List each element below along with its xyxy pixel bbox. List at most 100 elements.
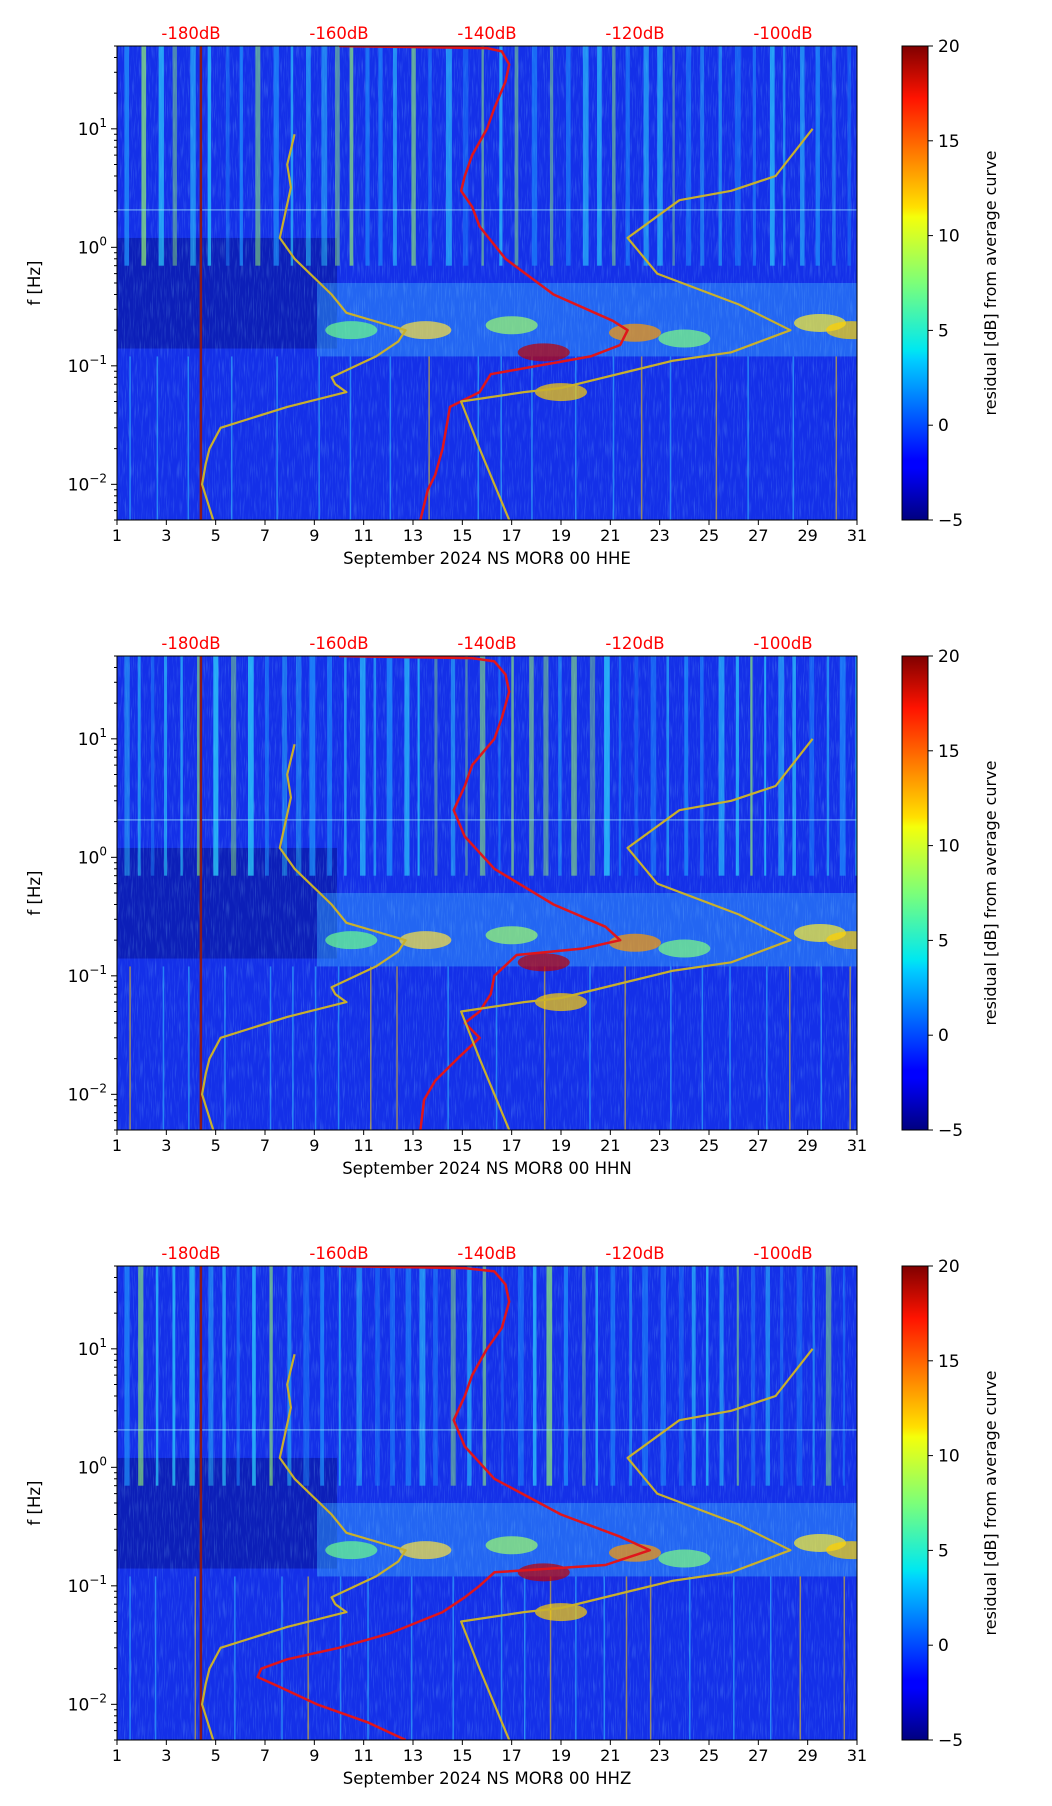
spectrogram-streak xyxy=(239,46,243,266)
spectrogram-storm-blob xyxy=(325,931,378,950)
y-axis-label: f [Hz] xyxy=(25,261,44,306)
spectrogram-streak xyxy=(532,1266,537,1486)
spectrogram-streak xyxy=(222,1266,226,1486)
spectrogram-2hz-line xyxy=(117,209,857,211)
spectrogram-streak xyxy=(529,656,534,876)
spectrogram-streak xyxy=(392,46,397,266)
spectrogram-streak xyxy=(356,1266,362,1486)
spectrogram-streak xyxy=(792,656,796,876)
colorbar xyxy=(901,655,929,1131)
spectrogram-streak xyxy=(825,1266,832,1486)
y-tick-label: 10−1 xyxy=(68,1573,107,1597)
spectrogram-streak xyxy=(450,1266,456,1486)
spectrogram-streak xyxy=(208,1266,214,1486)
spectrogram-transient xyxy=(188,966,190,1130)
x-axis-label: September 2024 NS MOR8 00 HHN xyxy=(342,1159,632,1178)
spectrogram-streak xyxy=(604,656,610,876)
colorbar xyxy=(901,45,929,521)
top-db-label: -180dB xyxy=(161,634,220,653)
spectrogram-streak xyxy=(375,1266,380,1486)
spectrogram-transient xyxy=(428,356,430,520)
colorbar-tick-label: 5 xyxy=(938,321,949,341)
spectrogram-streak xyxy=(511,656,514,876)
spectrogram-storm-blob xyxy=(399,931,452,950)
spectrogram-streak xyxy=(765,1266,770,1486)
spectrogram-streak xyxy=(290,46,294,266)
spectrogram-transient xyxy=(447,966,449,1130)
x-tick-label: 29 xyxy=(797,1746,817,1765)
top-db-label: -100dB xyxy=(753,24,812,43)
spectrogram-streak xyxy=(197,656,201,876)
spectrogram-streak xyxy=(137,656,141,876)
spectrogram-streak xyxy=(180,656,183,876)
x-tick-label: 21 xyxy=(600,1136,620,1155)
spectrogram-streak xyxy=(327,656,333,876)
spectrogram-transient xyxy=(574,356,577,520)
spectrogram-storm-blob xyxy=(609,933,661,952)
spectrogram-storm-blob xyxy=(826,321,857,340)
x-tick-label: 3 xyxy=(161,1136,171,1155)
spectrogram-streak xyxy=(778,656,785,876)
x-tick-label: 17 xyxy=(501,526,521,545)
spectrogram-streak xyxy=(273,46,279,266)
spectrogram-streak xyxy=(303,1266,310,1486)
spectrogram-streak xyxy=(359,656,366,876)
y-axis-label: f [Hz] xyxy=(25,1481,44,1526)
colorbar-label: residual [dB] from average curve xyxy=(981,761,1000,1026)
colorbar-tick-label: −5 xyxy=(938,1731,963,1751)
spectrogram-transient xyxy=(337,966,340,1130)
top-db-label: -160dB xyxy=(309,24,368,43)
spectrogram-storm-blob xyxy=(826,931,857,950)
spectrogram-transient xyxy=(154,1576,157,1740)
x-tick-label: 5 xyxy=(211,1136,221,1155)
spectrogram-streak xyxy=(643,46,649,266)
y-tick-label: 10−2 xyxy=(68,1081,107,1105)
spectrogram-transient xyxy=(701,966,704,1130)
top-db-label: -160dB xyxy=(309,634,368,653)
colorbar-tick-label: −5 xyxy=(938,1121,963,1141)
x-tick-label: 17 xyxy=(501,1136,521,1155)
x-tick-label: 19 xyxy=(551,526,571,545)
spectrogram-transient xyxy=(549,1576,552,1740)
spectrogram-transient xyxy=(292,966,294,1130)
x-tick-label: 27 xyxy=(748,1136,768,1155)
spectrogram-streak xyxy=(672,46,675,266)
x-tick-label: 25 xyxy=(699,1746,719,1765)
top-db-label: -120dB xyxy=(605,24,664,43)
spectrogram-2hz-line xyxy=(117,1429,857,1431)
spectrogram-transient xyxy=(281,1576,283,1740)
x-tick-label: 3 xyxy=(161,1746,171,1765)
x-tick-label: 31 xyxy=(847,1746,867,1765)
spectrogram-streak xyxy=(433,1266,438,1486)
spectrogram-streak xyxy=(582,1266,586,1486)
x-tick-label: 15 xyxy=(452,1136,472,1155)
spectrogram-streak xyxy=(700,46,705,266)
spectrogram-streak xyxy=(842,1266,846,1486)
nhnm-curve xyxy=(460,1348,814,1740)
x-tick-label: 29 xyxy=(797,526,817,545)
spectrogram-storm-blob xyxy=(658,939,711,958)
colorbar-tick-label: 20 xyxy=(938,37,960,57)
top-db-label: -120dB xyxy=(605,1244,664,1263)
spectrogram-storm-blob xyxy=(485,1536,538,1555)
spectrogram-transient xyxy=(269,966,272,1130)
spectrogram-streak xyxy=(150,656,155,876)
spectrogram-transient xyxy=(649,1576,652,1740)
spectrogram-transient xyxy=(396,966,398,1130)
spectrogram-streak xyxy=(514,46,519,266)
colorbar-tick-label: −5 xyxy=(938,511,963,531)
spectrogram-streak xyxy=(141,46,147,266)
spectrogram-transient xyxy=(129,356,131,520)
x-axis-label: September 2024 NS MOR8 00 HHE xyxy=(343,549,631,568)
x-tick-label: 9 xyxy=(309,1746,319,1765)
spectrogram-transient xyxy=(799,1576,802,1740)
average-psd-curve xyxy=(338,656,622,1130)
nhnm-curve xyxy=(460,738,814,1130)
y-tick-label: 101 xyxy=(78,116,107,140)
nlnm-curve xyxy=(201,744,407,1130)
spectrogram-transient xyxy=(477,356,480,520)
spectrogram-transient xyxy=(843,1576,846,1740)
x-tick-label: 3 xyxy=(161,526,171,545)
spectrogram-streak xyxy=(445,46,452,266)
spectrogram-streak xyxy=(595,1266,598,1486)
